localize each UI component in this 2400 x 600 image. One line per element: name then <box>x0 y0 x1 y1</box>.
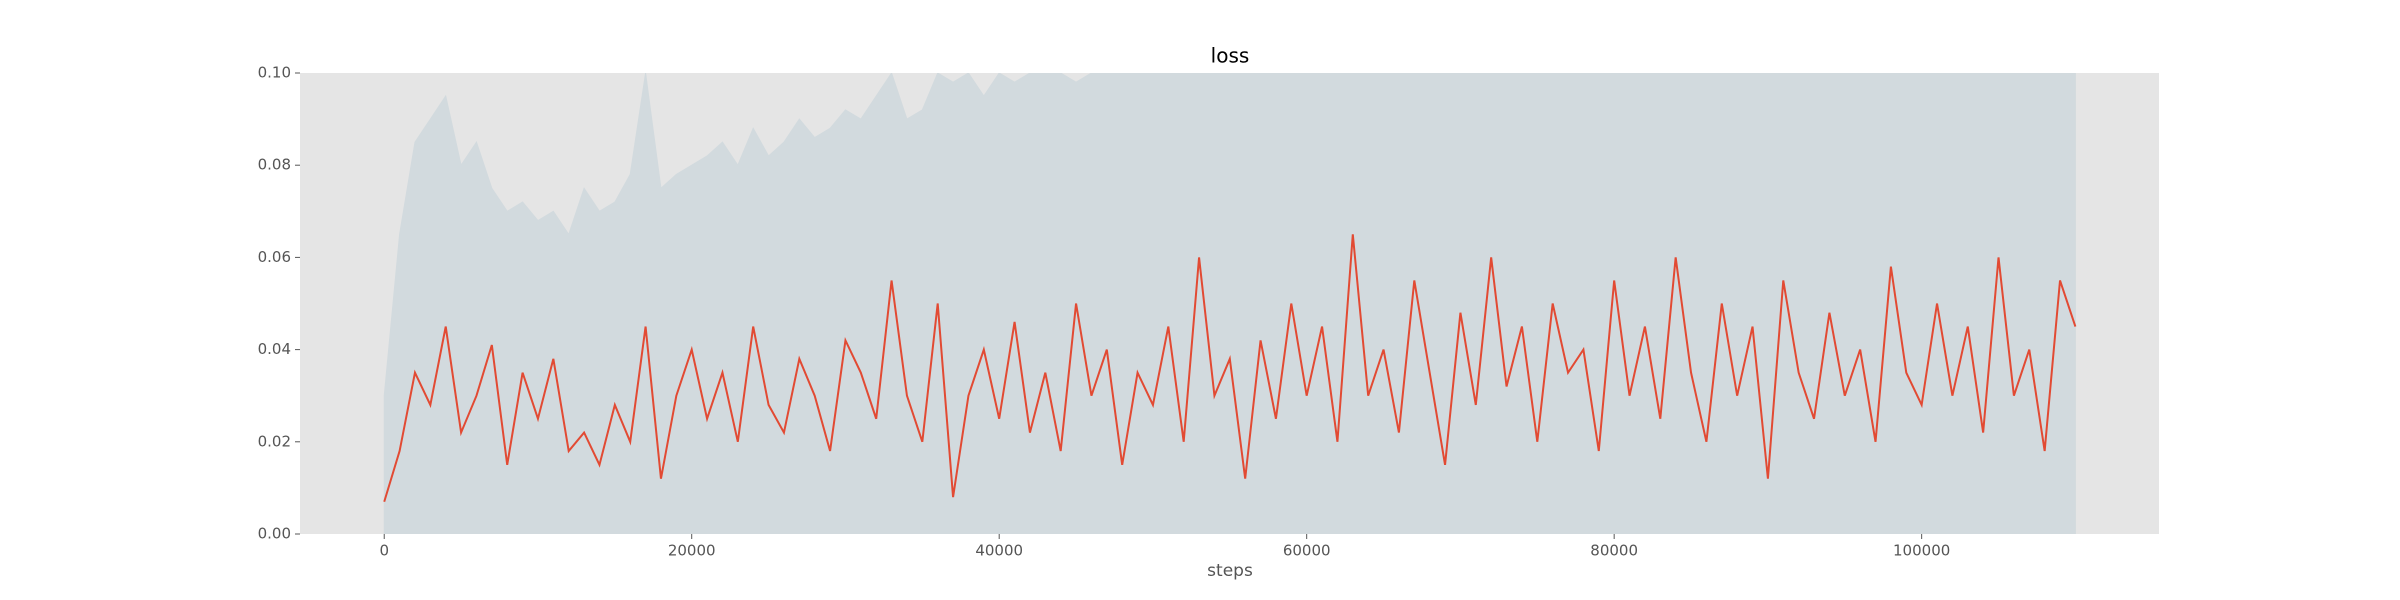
y-tick-label: 0.08 <box>258 156 291 174</box>
x-tick-label: 100000 <box>1893 542 1950 560</box>
chart-title: loss <box>1211 44 1250 68</box>
x-tick-label: 0 <box>379 542 389 560</box>
x-tick-label: 60000 <box>1283 542 1331 560</box>
x-tick-label: 40000 <box>975 542 1023 560</box>
series-area <box>383 73 2076 534</box>
x-axis-label: steps <box>1207 561 1253 581</box>
series-line <box>383 234 2077 503</box>
y-tick-label: 0.02 <box>258 432 291 450</box>
x-tick-label: 80000 <box>1590 542 1638 560</box>
y-tick-label: 0.00 <box>258 525 291 543</box>
x-tick-label: 20000 <box>668 542 716 560</box>
y-tick-label: 0.04 <box>258 340 291 358</box>
plot-area <box>383 73 2077 534</box>
y-tick-label: 0.06 <box>258 248 291 266</box>
y-tick-label: 0.10 <box>258 64 291 82</box>
